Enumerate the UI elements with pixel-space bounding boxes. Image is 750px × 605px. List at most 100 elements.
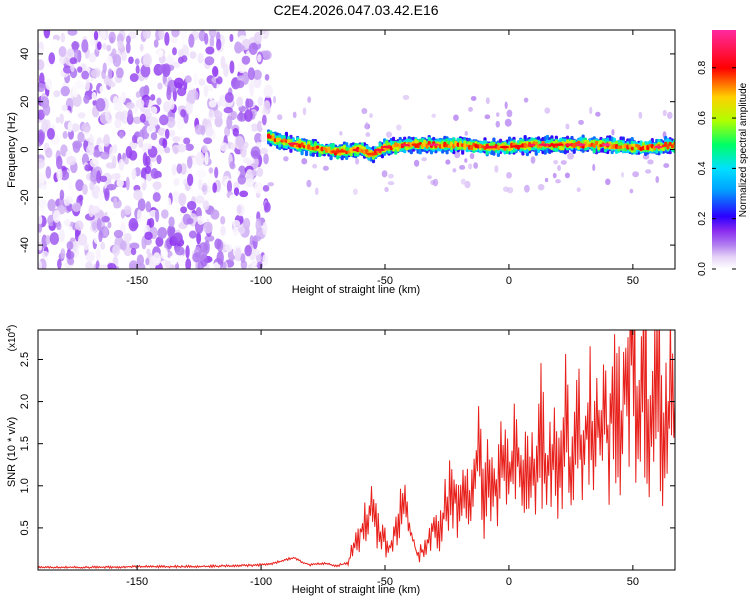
heatmap-noise-cell	[226, 180, 233, 194]
heatmap-noise-cell	[186, 156, 193, 169]
heatmap-noise-cell	[212, 182, 217, 194]
heatmap-noise-cell	[196, 169, 207, 178]
heatmap-noise-cell	[223, 107, 233, 114]
heatmap-noise-cell	[77, 112, 86, 119]
heatmap-noise-cell	[150, 132, 158, 141]
heatmap-noise-cell	[203, 221, 213, 234]
heatmap-noise-cell	[188, 230, 197, 239]
heatmap-noise-cell	[224, 92, 234, 103]
heatmap-band-cell	[666, 144, 670, 150]
heatmap-noise-cell	[66, 155, 77, 166]
heatmap-noise-cell	[176, 87, 187, 97]
heatmap-noise-cell	[57, 258, 62, 269]
heatmap-noise-cell	[90, 170, 98, 185]
heatmap-noise-cell	[106, 183, 117, 191]
heatmap-faint-cell	[352, 188, 358, 196]
heatmap-noise-cell	[115, 67, 124, 79]
heatmap-peak-cell	[528, 143, 536, 147]
heatmap-noise-cell	[204, 235, 215, 242]
heatmap-peak-cell	[336, 149, 347, 153]
heatmap-noise-cell	[90, 69, 101, 78]
heatmap-noise-cell	[106, 44, 112, 52]
heatmap-noise-cell	[180, 206, 188, 214]
colorbar-gradient	[712, 30, 736, 269]
heatmap-noise-cell	[260, 133, 268, 142]
snr-y-tick-label: 0.5	[19, 520, 31, 535]
heatmap-faint-cell	[301, 158, 308, 165]
heatmap-noise-cell	[38, 240, 43, 251]
heatmap-noise-cell	[172, 136, 181, 143]
heatmap-noise-cell	[257, 54, 262, 63]
heatmap-noise-cell	[38, 82, 46, 93]
heatmap-noise-cell	[85, 251, 95, 263]
heatmap-noise-cell	[262, 221, 268, 236]
heatmap-noise-cell	[186, 200, 197, 211]
heatmap-faint-cell	[605, 178, 611, 186]
heatmap-band-cell	[668, 141, 672, 147]
heatmap-noise-cell	[100, 241, 106, 250]
heatmap-noise-cell	[166, 116, 176, 128]
heatmap-noise-cell	[216, 38, 222, 51]
heatmap-faint-cell	[314, 187, 319, 196]
heatmap-noise-cell	[81, 123, 91, 133]
heatmap-noise-cell	[71, 241, 78, 253]
heatmap-faint-cell	[431, 113, 437, 118]
heatmap-noise-cell	[219, 94, 227, 107]
heatmap-noise-cell	[204, 56, 215, 66]
heatmap-noise-cell	[176, 143, 187, 153]
heatmap-faint-cell	[647, 159, 654, 165]
heatmap-noise-cell	[55, 116, 60, 124]
heatmap-noise-cell	[38, 213, 43, 227]
heatmap-noise-cell	[221, 261, 227, 269]
heatmap-noise-cell	[171, 164, 177, 176]
heatmap-noise-cell	[131, 168, 137, 181]
heatmap-faint-cell	[504, 101, 508, 110]
heatmap-noise-cell	[215, 76, 223, 85]
heatmap-faint-cell	[387, 173, 394, 179]
heatmap-noise-cell	[67, 48, 75, 57]
heatmap-noise-cell	[180, 108, 186, 118]
heatmap-noise-cell	[128, 217, 139, 232]
heatmap-faint-cell	[432, 178, 439, 187]
heatmap-band-cell	[300, 142, 304, 147]
heatmap-noise-cell	[128, 150, 138, 161]
heatmap-noise-cell	[120, 209, 126, 219]
heatmap-faint-cell	[339, 131, 343, 136]
heatmap-noise-cell	[234, 135, 245, 150]
snr-x-tick-label: 50	[627, 576, 639, 588]
heatmap-noise-cell	[248, 42, 258, 55]
heatmap-faint-cell	[589, 106, 593, 115]
heatmap-faint-cell	[523, 184, 530, 193]
heatmap-noise-cell	[200, 125, 206, 136]
heatmap-noise-cell	[69, 57, 77, 65]
heatmap-noise-cell	[102, 62, 107, 74]
snr-panel: -150 -100 -50 0 50 0.5 1.0 1.5 2.0 2.5 Height of…	[6, 325, 676, 596]
heatmap-noise-cell	[70, 123, 81, 133]
heatmap-noise-cell	[83, 94, 90, 104]
heatmap-noise-cell	[245, 125, 253, 132]
heatmap-noise-cell	[132, 180, 140, 187]
heatmap-faint-cell	[454, 151, 461, 159]
heatmap-noise-cell	[41, 250, 49, 258]
heatmap-noise-cell	[230, 143, 236, 151]
heatmap-noise-cell	[262, 185, 270, 192]
heatmap-noise-cell	[152, 192, 161, 203]
heatmap-noise-cell	[71, 41, 80, 50]
heatmap-faint-cell	[544, 107, 551, 114]
snr-series-line	[38, 330, 675, 570]
heatmap-noise-cell	[161, 63, 171, 76]
heatmap-peak-cell	[366, 152, 379, 156]
heatmap-faint-cell	[302, 107, 307, 116]
heatmap-noise-cell	[112, 95, 119, 107]
heatmap-marks	[38, 30, 675, 269]
heatmap-faint-cell	[506, 172, 512, 179]
heatmap-noise-cell	[38, 260, 43, 269]
heatmap-noise-cell	[58, 46, 67, 57]
heatmap-noise-cell	[231, 110, 238, 120]
heatmap-noise-cell	[169, 98, 175, 110]
snr-x-axis-label: Height of straight line (km)	[292, 584, 420, 596]
heatmap-noise-cell	[55, 155, 63, 170]
heatmap-noise-cell	[253, 31, 262, 45]
heatmap-peak-cell	[564, 143, 573, 147]
heatmap-faint-cell	[396, 124, 402, 131]
